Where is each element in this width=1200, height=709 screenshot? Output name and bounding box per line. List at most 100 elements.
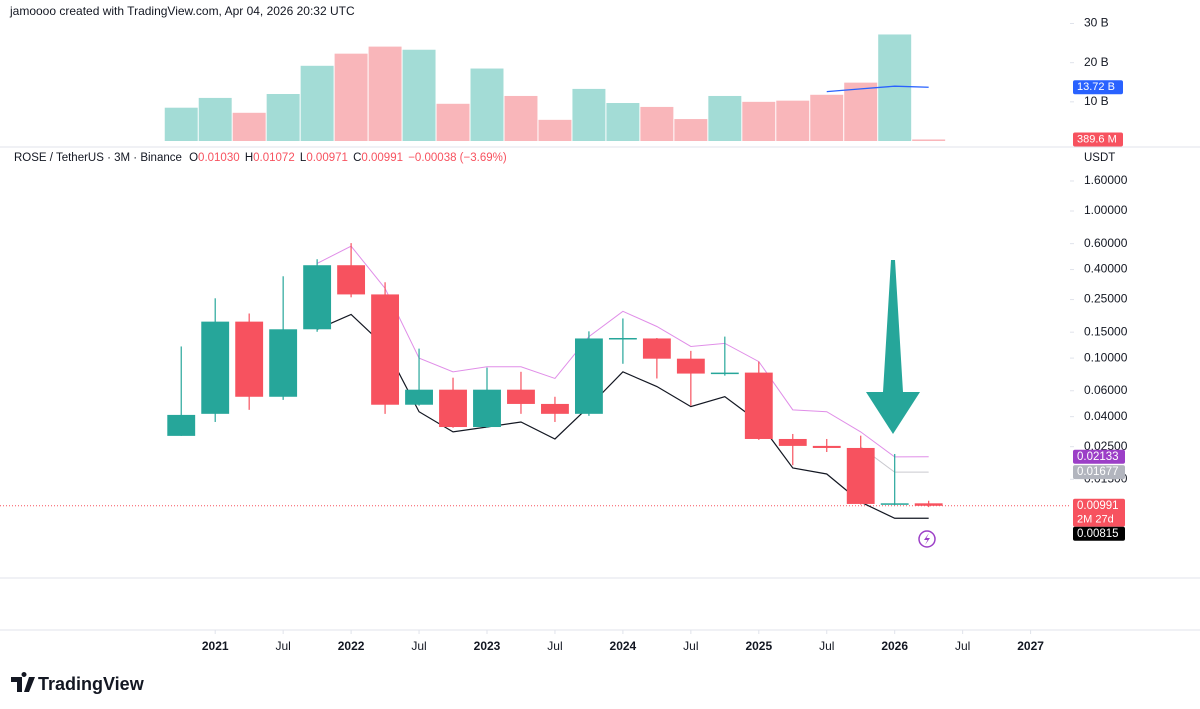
price-marker-label: 0.00991	[1077, 500, 1119, 512]
volume-bar	[742, 101, 776, 141]
currency-label: USDT	[1084, 152, 1115, 164]
volume-bar	[164, 107, 198, 141]
x-tick-label: Jul	[819, 639, 834, 653]
volume-bar	[232, 112, 266, 141]
alert-icon	[918, 530, 936, 548]
candle-body	[642, 338, 671, 359]
volume-bar	[402, 49, 436, 141]
volume-marker-label: 389.6 M	[1077, 133, 1117, 145]
candle-body	[167, 414, 196, 436]
x-tick-label: Jul	[683, 639, 698, 653]
indicator-line	[316, 313, 929, 519]
volume-bar	[300, 65, 334, 141]
x-tick-label: 2022	[338, 639, 365, 653]
y-tick-label: 0.40000	[1084, 262, 1128, 276]
y-tick-label: 0.25000	[1084, 292, 1128, 306]
y-tick-label: 0.15000	[1084, 324, 1128, 338]
candle-body	[710, 372, 739, 375]
volume-marker-label: 13.72 B	[1077, 81, 1115, 93]
candle-body	[337, 265, 366, 295]
price-marker	[1073, 526, 1125, 541]
volume-tick-label: 30 B	[1084, 16, 1109, 30]
x-tick-label: 2026	[881, 639, 908, 653]
candle-body	[235, 321, 264, 397]
x-tick-label: Jul	[411, 639, 426, 653]
volume-bar	[912, 139, 946, 141]
volume-bar	[470, 68, 504, 141]
volume-tick-label: 20 B	[1084, 55, 1109, 69]
candle-body	[371, 294, 400, 405]
price-marker	[1073, 449, 1125, 464]
candle-body	[574, 338, 603, 414]
volume-bar	[606, 103, 640, 141]
candle-body	[541, 403, 569, 414]
price-marker-label: 0.02133	[1077, 451, 1119, 463]
candle-body	[405, 389, 433, 405]
price-marker-label: 0.01677	[1077, 466, 1119, 478]
volume-bar	[708, 95, 742, 141]
y-tick-label: 0.02500	[1084, 439, 1128, 453]
countdown-label: 2M 27d	[1077, 514, 1114, 526]
legend-value: 0.00971	[306, 152, 348, 164]
x-tick-label: 2027	[1017, 639, 1044, 653]
candle-body	[269, 329, 298, 397]
legend-label: L	[300, 152, 307, 164]
legend-label: O	[189, 152, 198, 164]
x-tick-label: 2021	[202, 639, 229, 653]
volume-marker	[1073, 80, 1123, 95]
header: jamoooo created with TradingView.com, Ap…	[9, 4, 355, 18]
volume-bar	[640, 106, 674, 141]
volume-bar	[538, 119, 572, 141]
candle-body	[676, 358, 705, 374]
y-tick-label: 1.00000	[1084, 203, 1128, 217]
candle-body	[473, 389, 501, 428]
candle-body	[608, 337, 637, 340]
legend-symbol: ROSE / TetherUS · 3M · Binance	[14, 152, 182, 164]
x-tick-label: 2023	[474, 639, 501, 653]
legend-value: 0.01030	[198, 152, 240, 164]
volume-bar	[572, 88, 606, 141]
candle-body	[744, 372, 773, 439]
volume-bar	[844, 82, 878, 141]
legend-value: 0.00991	[361, 152, 403, 164]
volume-tick-label: 10 B	[1084, 94, 1109, 108]
candle-body	[880, 503, 909, 505]
x-tick-label: 2024	[610, 639, 637, 653]
candle-body	[812, 445, 841, 448]
volume-bar	[334, 53, 368, 141]
y-tick-label: 0.10000	[1084, 350, 1128, 364]
volume-bar	[878, 34, 912, 141]
volume-bar	[266, 94, 300, 141]
x-tick-label: Jul	[547, 639, 562, 653]
price-marker	[1073, 498, 1125, 527]
candle-body	[507, 389, 535, 404]
y-tick-label: 0.04000	[1084, 409, 1128, 423]
volume-bar	[504, 95, 538, 141]
brand: TradingView	[38, 674, 145, 694]
logo: TradingView	[11, 672, 145, 694]
candle-body	[303, 265, 332, 330]
x-tick-label: 2025	[745, 639, 772, 653]
candle-body	[846, 447, 875, 504]
volume-bar	[198, 97, 232, 141]
candle-body	[439, 389, 467, 428]
volume-bar	[776, 100, 810, 141]
volume-ma	[826, 85, 929, 93]
volume-bar	[674, 119, 708, 141]
price-marker	[1073, 465, 1125, 480]
candle-body	[914, 503, 943, 506]
volume-bar	[810, 94, 844, 141]
candle-body	[201, 321, 230, 414]
x-tick-label: Jul	[275, 639, 290, 653]
y-tick-label: 0.60000	[1084, 236, 1128, 250]
legend-value: 0.01072	[253, 152, 295, 164]
y-tick-label: 1.60000	[1084, 173, 1128, 187]
candle-body	[778, 438, 807, 446]
price-marker-label: 0.00815	[1077, 528, 1119, 540]
legend-label: C	[353, 152, 361, 164]
volume-bar	[436, 103, 470, 141]
annotation-arrow	[866, 260, 920, 434]
legend: ROSE / TetherUS · 3M · Binance O0.01030 …	[14, 152, 507, 164]
